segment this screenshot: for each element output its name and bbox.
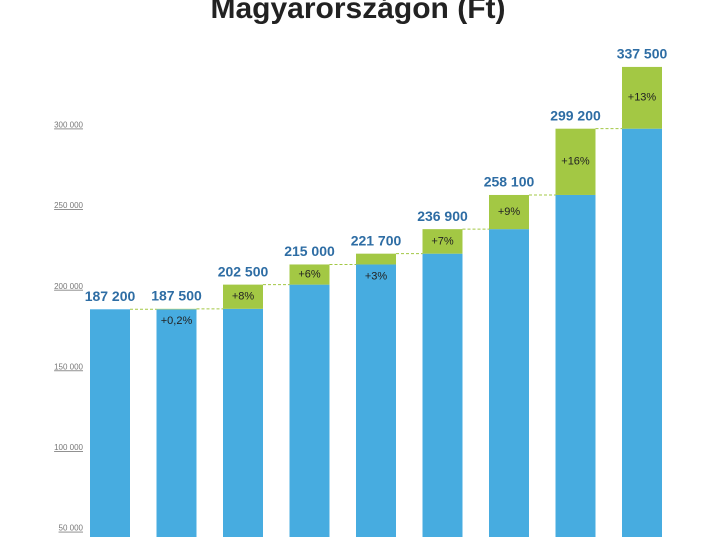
change-label: +0,2%: [161, 315, 193, 327]
bar-increase: [422, 229, 463, 254]
bar-base: [156, 309, 197, 537]
y-tick-label: 100 000: [54, 443, 83, 452]
y-tick-label: 50 000: [59, 524, 84, 533]
bar-increase: [622, 66, 662, 129]
bar-base: [489, 229, 529, 537]
value-label: 202 500: [218, 263, 269, 279]
bar-increase: [156, 308, 197, 310]
value-label: 187 500: [151, 288, 202, 304]
y-tick-label: 300 000: [54, 121, 83, 130]
value-label: 221 700: [351, 232, 402, 248]
bar-increase: [289, 264, 330, 285]
bar-base: [223, 308, 263, 537]
y-tick-label: 150 000: [54, 362, 83, 371]
bar-base: [555, 194, 596, 537]
bar: [90, 309, 130, 537]
bar-base: [622, 128, 662, 537]
value-label: 337 500: [617, 46, 668, 62]
value-label: 215 000: [284, 243, 335, 259]
chart-title: Magyarországon (Ft): [210, 0, 505, 25]
change-label: +9%: [498, 206, 521, 218]
bar-increase: [356, 253, 396, 265]
value-label: 299 200: [550, 107, 601, 123]
change-label: +3%: [365, 270, 388, 282]
bar-increase: [555, 128, 596, 195]
bar-base: [422, 253, 463, 537]
change-label: +13%: [628, 92, 657, 104]
change-label: +8%: [232, 291, 255, 303]
bar-increase: [489, 194, 529, 230]
y-tick-label: 250 000: [54, 201, 83, 210]
change-label: +16%: [561, 156, 590, 168]
bar-base: [289, 284, 330, 537]
value-label: 187 200: [85, 288, 136, 304]
bar-base: [356, 264, 396, 537]
change-label: +7%: [431, 235, 454, 247]
value-label: 258 100: [484, 174, 535, 190]
bar-increase: [223, 284, 263, 309]
change-label: +6%: [298, 268, 321, 280]
y-tick-label: 200 000: [54, 282, 83, 291]
value-label: 236 900: [417, 208, 468, 224]
